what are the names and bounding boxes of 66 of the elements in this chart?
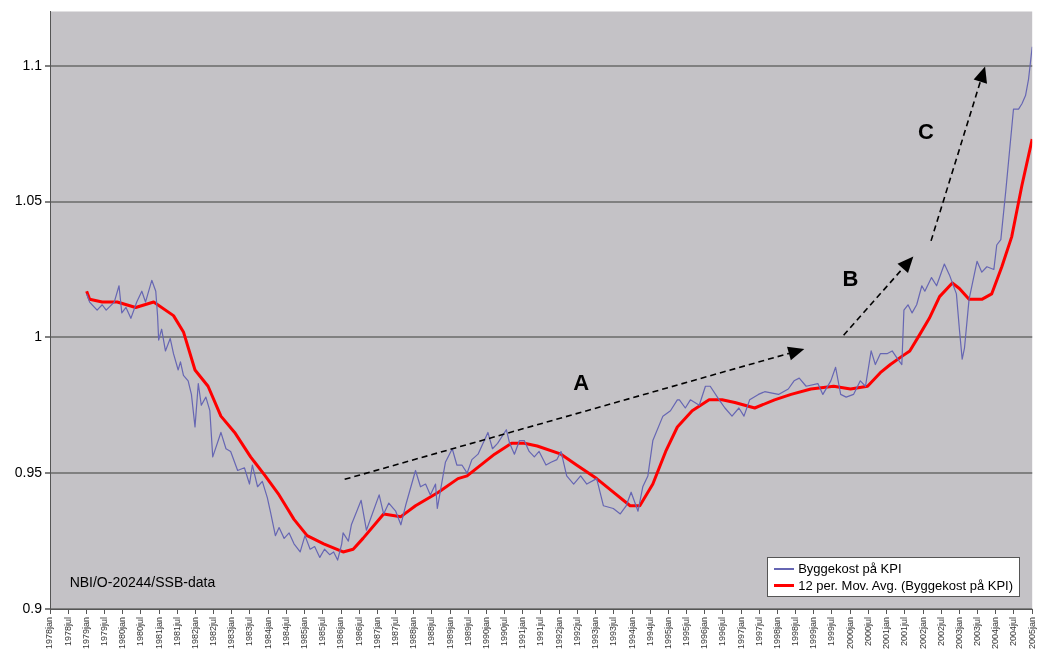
x-tick-label: 2000jan: [844, 617, 855, 650]
x-tick-label: 1980jan: [117, 617, 128, 650]
x-tick-label: 1987jul: [389, 617, 400, 647]
x-tick-label: 1980jul: [135, 617, 146, 647]
x-tick-label: 1981jan: [153, 617, 164, 650]
x-tick-label: 1993jul: [608, 617, 619, 647]
y-tick-label: 1: [34, 328, 43, 345]
x-tick-label: 1978jul: [62, 617, 73, 647]
x-tick-label: 1988jan: [408, 617, 419, 650]
x-tick-label: 1997jul: [753, 617, 764, 647]
legend-label: 12 per. Mov. Avg. (Byggekost på KPI): [798, 577, 1014, 594]
x-tick-label: 1982jan: [189, 617, 200, 650]
annotation: B: [842, 266, 859, 293]
x-tick-label: 1991jan: [517, 617, 528, 650]
x-tick-label: 1983jan: [226, 617, 237, 650]
y-tick-label: 0.9: [22, 599, 43, 616]
x-tick-label: 1978jan: [44, 617, 55, 650]
x-tick-label: 1988jul: [426, 617, 437, 647]
x-tick-label: 1985jul: [317, 617, 328, 647]
annotation: NBI/O-20244/SSB-data: [69, 574, 216, 591]
x-tick-label: 1999jan: [808, 617, 819, 650]
x-tick-label: 2002jul: [935, 617, 946, 647]
legend-label: Byggekost på KPI: [798, 560, 902, 577]
x-tick-label: 1979jan: [80, 617, 91, 650]
x-tick-label: 1986jul: [353, 617, 364, 647]
y-tick-label: 0.95: [14, 464, 43, 481]
x-tick-label: 1998jan: [772, 617, 783, 650]
x-tick-label: 1987jan: [371, 617, 382, 650]
x-tick-label: 1989jul: [462, 617, 473, 647]
x-tick-label: 1999jul: [826, 617, 837, 647]
x-tick-label: 1979jul: [98, 617, 109, 647]
x-tick-label: 2003jan: [953, 617, 964, 650]
x-tick-label: 1982jul: [208, 617, 219, 647]
x-tick-label: 2001jul: [899, 617, 910, 647]
x-tick-label: 1984jan: [262, 617, 273, 650]
x-tick-label: 1984jul: [280, 617, 291, 647]
x-tick-label: 1981jul: [171, 617, 182, 647]
x-tick-label: 1996jan: [699, 617, 710, 650]
x-tick-label: 1986jan: [335, 617, 346, 650]
x-tick-label: 1992jan: [553, 617, 564, 650]
annotation: C: [918, 119, 934, 146]
annotation: A: [573, 370, 590, 397]
x-tick-label: 2004jan: [990, 617, 1001, 650]
x-tick-label: 1985jan: [299, 617, 310, 650]
x-tick-label: 2000jul: [862, 617, 873, 647]
x-tick-label: 2002jan: [917, 617, 928, 650]
x-tick-label: 1998jul: [790, 617, 801, 647]
x-tick-label: 1995jan: [662, 617, 673, 650]
x-tick-label: 2005jan: [1026, 617, 1037, 650]
x-tick-label: 1995jul: [680, 617, 691, 647]
x-tick-label: 1993jan: [590, 617, 601, 650]
x-tick-label: 1990jan: [481, 617, 492, 650]
x-tick-label: 2003jul: [971, 617, 982, 647]
y-tick-label: 1.05: [14, 192, 43, 209]
x-tick-label: 1992jul: [571, 617, 582, 647]
y-tick-label: 1.1: [22, 56, 43, 73]
x-tick-label: 1994jul: [644, 617, 655, 647]
x-tick-label: 2004jul: [1008, 617, 1019, 647]
x-tick-label: 1990jul: [499, 617, 510, 647]
x-tick-label: 1994jan: [626, 617, 637, 650]
x-tick-label: 1996jul: [717, 617, 728, 647]
x-tick-label: 1983jul: [244, 617, 255, 647]
x-tick-label: 2001jan: [881, 617, 892, 650]
x-tick-label: 1989jan: [444, 617, 455, 650]
x-tick-label: 1991jul: [535, 617, 546, 647]
x-tick-label: 1997jan: [735, 617, 746, 650]
